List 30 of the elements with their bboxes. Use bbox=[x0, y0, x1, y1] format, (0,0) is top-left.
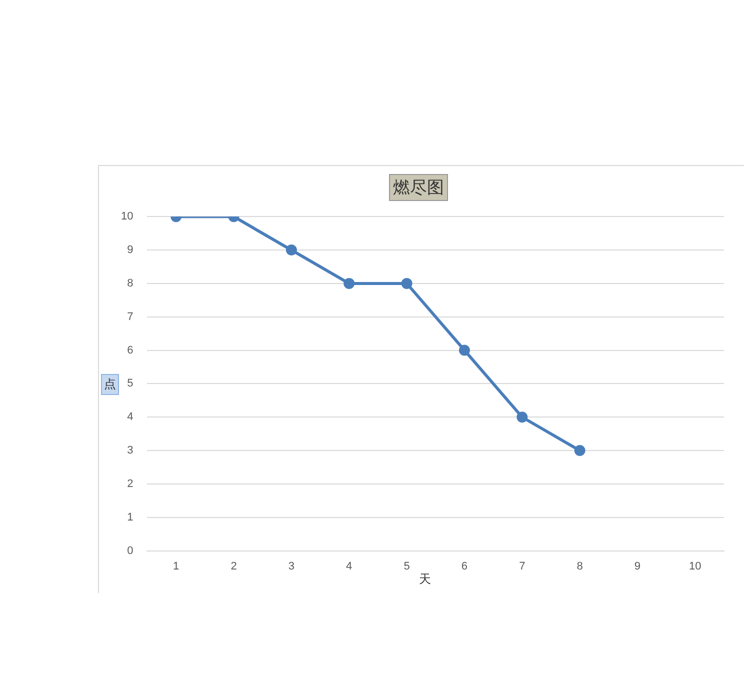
y-tick-label: 2 bbox=[127, 478, 134, 490]
y-tick-label: 0 bbox=[127, 544, 134, 557]
x-tick-label: 7 bbox=[519, 560, 526, 572]
x-axis-title: 天 bbox=[419, 571, 431, 588]
point bbox=[574, 445, 586, 456]
y-tick-label: 4 bbox=[127, 411, 134, 424]
x-tick-label: 3 bbox=[288, 560, 294, 572]
x-tick-label: 1 bbox=[173, 560, 180, 572]
x-tick-label: 5 bbox=[404, 560, 410, 572]
y-tick-label: 3 bbox=[127, 444, 134, 457]
x-tick-label: 10 bbox=[689, 560, 702, 572]
y-tick-label: 6 bbox=[127, 344, 134, 356]
x-tick-label: 2 bbox=[230, 560, 237, 572]
y-tick-label: 9 bbox=[127, 244, 134, 256]
point bbox=[458, 344, 470, 356]
x-tick-label: 6 bbox=[461, 560, 468, 572]
point bbox=[401, 278, 412, 289]
y-axis-title: 点 bbox=[101, 374, 119, 395]
y-tick-label: 7 bbox=[127, 310, 134, 323]
x-tick-label: 9 bbox=[634, 560, 641, 572]
point bbox=[286, 244, 297, 256]
point bbox=[344, 278, 355, 289]
x-tick-label: 8 bbox=[576, 560, 583, 572]
x-tick-label: 4 bbox=[346, 560, 352, 572]
point bbox=[516, 412, 528, 423]
y-tick-label: 8 bbox=[127, 277, 134, 290]
y-tick-label: 1 bbox=[127, 511, 134, 524]
chart-title: 燃尽图 bbox=[389, 174, 448, 201]
y-tick-label: 5 bbox=[127, 378, 134, 390]
y-tick-label: 10 bbox=[120, 210, 134, 223]
